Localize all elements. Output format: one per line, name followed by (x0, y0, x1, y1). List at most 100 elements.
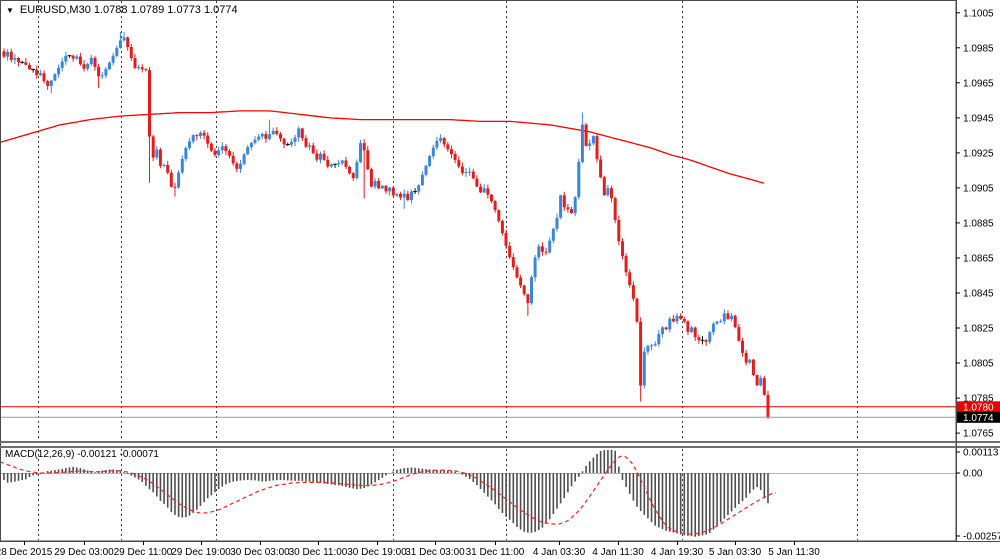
candle-up (246, 147, 250, 155)
candle-down (366, 150, 370, 170)
candle-down (384, 185, 388, 192)
price-badge-label: 1.0780 (963, 402, 994, 413)
candle-up (395, 194, 399, 196)
time-axis-label: 29 Dec 19:00 (171, 547, 231, 558)
candle-down (351, 173, 355, 179)
candle-up (650, 345, 654, 347)
title-bar: ▼ EURUSD,M30 1.0788 1.0789 1.0773 1.0774 (6, 4, 238, 16)
candle-down (369, 169, 373, 187)
candle-up (75, 56, 79, 59)
candle-up (428, 156, 432, 166)
candle-down (275, 130, 279, 134)
candle-up (711, 323, 715, 333)
candle-down (453, 154, 457, 161)
candle-down (406, 193, 410, 200)
time-axis-label: 30 Dec 11:00 (289, 547, 348, 558)
candle-down (71, 55, 75, 59)
candle-down (144, 69, 148, 71)
candle-down (78, 56, 82, 65)
candle-up (410, 191, 413, 200)
candle-down (671, 318, 675, 322)
candle-up (191, 135, 195, 142)
candle-up (530, 277, 533, 304)
price-axis-label: 1.0785 (963, 394, 994, 405)
candle-down (526, 294, 530, 304)
candle-down (751, 359, 755, 375)
time-axis-label: 29 Dec 11:00 (114, 547, 173, 558)
candle-up (180, 159, 184, 173)
candle-up (289, 141, 293, 145)
macd-signal-line (0, 455, 777, 535)
candle-up (220, 146, 224, 151)
candle-up (431, 147, 435, 157)
candle-down (224, 146, 228, 152)
candle-up (533, 257, 537, 278)
candle-down (235, 163, 239, 169)
candle-down (504, 233, 508, 246)
candle-down (602, 177, 606, 195)
candle-down (471, 171, 475, 179)
candle-down (362, 143, 366, 151)
candle-down (46, 81, 50, 86)
candle-down (613, 198, 617, 220)
price-axis-label: 1.0905 (963, 183, 994, 194)
candle-down (486, 188, 490, 195)
candle-up (122, 37, 126, 41)
candle-down (493, 201, 497, 211)
candle-up (722, 313, 726, 322)
candle-up (420, 174, 424, 186)
candle-down (697, 337, 701, 341)
candle-down (704, 340, 708, 342)
candle-down (693, 327, 697, 338)
candle-up (108, 62, 111, 70)
candle-up (559, 195, 563, 218)
candle-down (209, 143, 213, 151)
bid-price-badge (957, 411, 1000, 423)
candle-down (304, 138, 308, 147)
candle-down (584, 124, 588, 146)
candle-down (300, 128, 304, 139)
candle-up (329, 164, 333, 167)
candle-down (213, 150, 217, 155)
candle-down (595, 136, 599, 160)
candle-up (6, 51, 10, 57)
candle-down (446, 144, 450, 150)
candle-down (497, 210, 501, 221)
candle-down (570, 209, 573, 214)
candle-up (355, 162, 359, 178)
price-axis-label: 1.0805 (963, 359, 994, 370)
time-axis-label: 28 Dec 2015 (0, 547, 53, 558)
candle-down (610, 188, 613, 199)
candle-down (391, 187, 395, 196)
candle-up (588, 143, 592, 146)
candle-up (715, 321, 719, 324)
candle-up (268, 134, 272, 139)
candle-down (450, 149, 453, 154)
candle-down (682, 318, 686, 322)
chart-title: EURUSD,M30 1.0788 1.0789 1.0773 1.0774 (19, 4, 238, 16)
candle-down (635, 298, 639, 322)
candle-down (762, 378, 766, 395)
candle-down (624, 256, 628, 273)
candle-down (562, 195, 566, 208)
price-axis-label: 1.0985 (963, 43, 994, 54)
candle-down (169, 172, 173, 187)
price-axis-label: 1.0865 (963, 254, 994, 265)
candle-down (82, 64, 86, 69)
candle-down (315, 153, 319, 160)
candle-down (460, 166, 464, 173)
candle-up (162, 164, 166, 166)
candle-up (482, 188, 486, 193)
price-level-badge (957, 401, 1000, 413)
symbol-dropdown-icon[interactable]: ▼ (6, 5, 14, 15)
candle-down (515, 267, 519, 278)
candle-down (639, 321, 643, 386)
candle-down (519, 277, 523, 286)
time-axis-label: 5 Jan 03:30 (709, 547, 762, 558)
candle-down (166, 164, 170, 173)
candle-up (537, 246, 541, 258)
candle-down (9, 51, 13, 60)
candle-down (744, 352, 748, 363)
